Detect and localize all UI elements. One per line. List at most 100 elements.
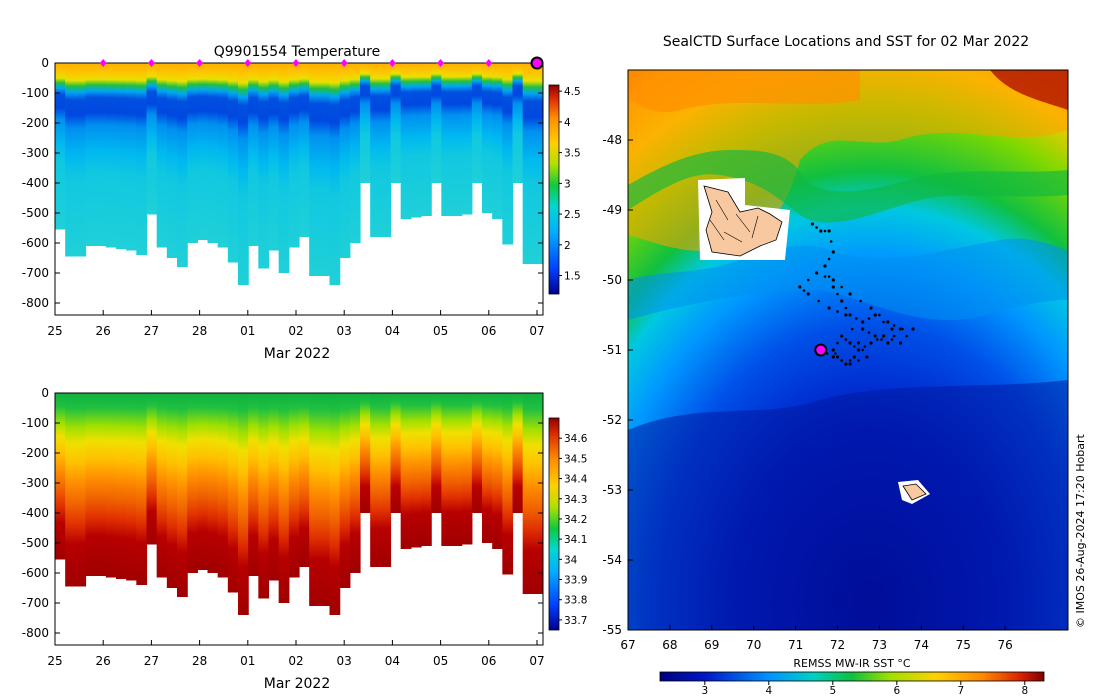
y-tick-label: -100 (22, 86, 49, 100)
kerguelen-coastline-detail (709, 199, 759, 243)
lon-tick-label: 74 (914, 638, 929, 652)
kerguelen-island (703, 185, 783, 257)
profile-column (339, 63, 351, 258)
sst-colorbar-ticks: 3 4 5 6 7 8 (701, 681, 1028, 697)
profile-column (410, 393, 422, 548)
track-point (890, 338, 894, 341)
temperature-surface-markers (99, 56, 544, 70)
salinity-colorbar (548, 417, 560, 631)
y-tick-label: -100 (22, 416, 49, 430)
profile-column (441, 63, 453, 216)
salinity-panel: 0 -100 -200 -300 -400 -500 -600 -700 -800 25 26 27… (22, 386, 588, 692)
profile-column (248, 393, 259, 576)
sst-front-green (628, 150, 1068, 223)
track-point (880, 338, 883, 341)
profile-column (177, 63, 188, 267)
profile-column (156, 63, 168, 248)
profile-column (136, 393, 148, 585)
profile-column (421, 63, 432, 216)
x-tick-label: 25 (47, 324, 62, 338)
track-point (823, 229, 827, 233)
profile-column (238, 393, 249, 615)
profile-column (238, 63, 249, 285)
profile-column (492, 63, 503, 219)
x-tick-label: 01 (240, 654, 255, 668)
profile-column (390, 393, 402, 513)
profile-column (217, 393, 229, 578)
track-point (882, 320, 885, 324)
profile-column (217, 63, 229, 248)
profile-column (451, 393, 463, 546)
track-point (848, 359, 852, 362)
track-point (869, 341, 873, 345)
track-point (827, 229, 831, 233)
x-tick-label: 05 (433, 654, 448, 668)
profile-column (75, 63, 87, 257)
track-point (819, 229, 823, 233)
profile-column (299, 63, 310, 237)
sst-cold-south (628, 380, 1068, 630)
track-point (827, 306, 831, 310)
current-position-marker (814, 343, 828, 357)
track-point (878, 313, 881, 317)
x-tick-label: 03 (337, 654, 352, 668)
lon-tick-label: 69 (704, 638, 719, 652)
track-point (848, 362, 852, 366)
profile-column (207, 393, 219, 573)
track-point (857, 359, 860, 362)
profile-column (532, 63, 543, 264)
profile-column (75, 393, 87, 587)
track-point (859, 299, 862, 303)
track-point (855, 317, 858, 320)
x-tick-label: 06 (481, 654, 496, 668)
profile-column (258, 63, 270, 269)
y-tick-label: 0 (41, 56, 49, 70)
x-tick-label: 07 (529, 324, 544, 338)
track-point (834, 352, 837, 355)
track-point (798, 285, 802, 289)
temperature-y-axis: 0 -100 -200 -300 -400 -500 -600 -700 -800 (22, 56, 543, 310)
sst-colorbar-tick-label: 3 (701, 685, 708, 697)
temperature-section-field (55, 63, 543, 285)
surface-marker (147, 59, 155, 67)
profile-column (522, 63, 534, 264)
profile-column (451, 63, 463, 216)
colorbar-tick-label: 1.5 (564, 271, 581, 283)
profile-column (85, 393, 97, 576)
lon-tick-label: 76 (998, 638, 1013, 652)
profile-column (227, 393, 239, 593)
y-tick-label: 0 (41, 386, 49, 400)
sst-colorbar-tick-label: 6 (893, 685, 900, 697)
sst-colorbar (659, 671, 1045, 682)
track-point (844, 338, 848, 341)
y-tick-label: -600 (22, 566, 49, 580)
y-tick-label: -400 (22, 506, 49, 520)
profile-column (248, 63, 259, 246)
track-point (829, 240, 833, 243)
colorbar-tick-label: 33.7 (564, 615, 587, 627)
surface-marker (340, 59, 348, 67)
profile-column (441, 393, 453, 546)
lat-tick-label: -49 (602, 203, 622, 217)
track-point (817, 299, 820, 303)
surface-marker (388, 59, 396, 67)
profile-column (329, 63, 341, 285)
profile-column (461, 393, 473, 545)
track-point (861, 348, 864, 352)
track-point (840, 334, 844, 338)
track-point (892, 324, 896, 327)
profile-column (380, 63, 392, 237)
sst-warm-band (628, 70, 860, 113)
profile-column (502, 393, 514, 575)
track-point (831, 348, 835, 352)
lon-tick-label: 70 (746, 638, 761, 652)
colorbar-tick-label: 3.5 (564, 148, 581, 160)
colorbar-tick-label: 34 (564, 554, 578, 566)
profile-column (431, 63, 442, 183)
track-point (848, 292, 852, 296)
x-tick-label: 01 (240, 324, 255, 338)
track-point (831, 355, 835, 359)
x-tick-label: 06 (481, 324, 496, 338)
x-tick-label: 26 (96, 654, 111, 668)
colorbar-tick-label: 2 (564, 240, 571, 252)
